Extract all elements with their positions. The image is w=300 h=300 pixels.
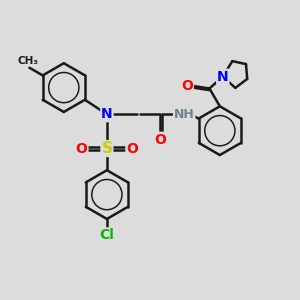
Text: CH₃: CH₃ <box>17 56 38 66</box>
Text: N: N <box>217 70 229 84</box>
Text: O: O <box>76 142 88 155</box>
Text: O: O <box>181 79 193 92</box>
Text: O: O <box>154 133 166 147</box>
Text: O: O <box>126 142 138 155</box>
Text: N: N <box>101 107 113 121</box>
Text: S: S <box>101 141 112 156</box>
Text: Cl: Cl <box>100 228 114 242</box>
Text: NH: NH <box>174 108 195 121</box>
